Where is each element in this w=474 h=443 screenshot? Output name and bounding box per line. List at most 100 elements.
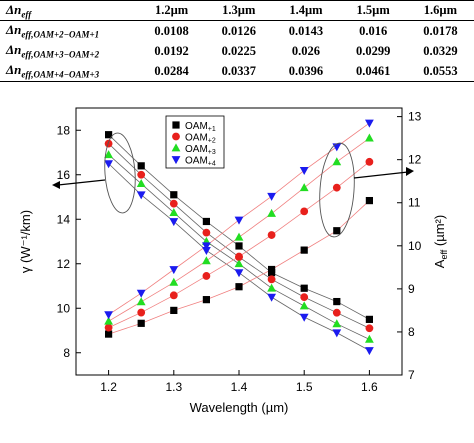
triangle-down-marker bbox=[299, 167, 309, 176]
table-cell: 0.0553 bbox=[406, 61, 474, 82]
col-header-0: 1.2µm bbox=[138, 0, 206, 21]
x-axis-label: Wavelength (µm) bbox=[190, 400, 289, 415]
x-tick-label: 1.5 bbox=[296, 380, 313, 394]
y-right-axis-label: Aeff (µm²) bbox=[432, 215, 449, 268]
legend-entry: OAM+2 bbox=[185, 133, 216, 145]
gamma-aeff-chart: 1.2 1.3 1.4 1.5 1.6 8 10 12 14 16 18 7 8 9 10 11 12 13 Wav… bbox=[18, 107, 449, 415]
triangle-up-marker bbox=[202, 256, 211, 265]
square-marker bbox=[300, 246, 308, 254]
square-marker bbox=[235, 283, 243, 291]
col-header-4: 1.6µm bbox=[406, 0, 474, 21]
circle-marker bbox=[172, 132, 180, 141]
y-right-tick-label: 8 bbox=[408, 325, 415, 339]
circle-marker bbox=[137, 308, 146, 317]
triangle-down-marker bbox=[234, 269, 244, 278]
row-label-main: Δn bbox=[6, 42, 22, 58]
square-marker bbox=[137, 162, 145, 170]
col-header-2: 1.4µm bbox=[272, 0, 340, 21]
row-label-main: Δn bbox=[6, 62, 22, 78]
right-arrow-head bbox=[406, 167, 414, 176]
circle-marker bbox=[202, 272, 211, 280]
triangle-up-marker bbox=[267, 208, 276, 217]
circle-marker bbox=[104, 323, 113, 332]
circle-marker bbox=[169, 199, 178, 208]
circle-marker bbox=[169, 291, 178, 300]
triangle-up-marker bbox=[332, 157, 342, 166]
square-marker bbox=[365, 315, 373, 323]
right-group-ellipse bbox=[319, 142, 355, 238]
triangle-up-marker bbox=[234, 259, 244, 268]
triangle-up-marker bbox=[169, 277, 179, 286]
triangle-down-marker bbox=[202, 242, 211, 251]
square-marker bbox=[105, 131, 113, 139]
y-left-tick-label: 12 bbox=[57, 257, 71, 271]
triangle-down-marker bbox=[267, 192, 276, 201]
y-left-tick-label: 10 bbox=[57, 301, 71, 315]
square-marker bbox=[268, 265, 276, 274]
legend-entry: OAM+4 bbox=[185, 156, 216, 168]
triangle-up-marker bbox=[365, 133, 374, 142]
x-tick-label: 1.4 bbox=[231, 380, 248, 394]
y-left-tick-label: 14 bbox=[57, 212, 71, 226]
table-cell: 0.0284 bbox=[138, 61, 206, 82]
table-header-row: Δneff 1.2µm 1.3µm 1.4µm 1.5µm 1.6µm bbox=[0, 0, 474, 21]
triangle-down-marker bbox=[299, 313, 309, 322]
square-marker bbox=[137, 319, 145, 327]
triangle-up-marker bbox=[365, 334, 374, 343]
triangle-up-marker bbox=[171, 143, 181, 152]
triangle-up-marker bbox=[104, 150, 113, 159]
circle-marker bbox=[365, 157, 374, 166]
gamma-series-line bbox=[108, 134, 370, 320]
table-row: Δneff,OAM+4−OAM+3 0.0284 0.0337 0.0396 0… bbox=[0, 61, 474, 82]
circle-marker bbox=[332, 308, 341, 317]
left-arrow-line bbox=[57, 179, 106, 186]
left-group-ellipse bbox=[104, 132, 136, 214]
x-tick-label: 1.6 bbox=[361, 380, 378, 394]
table-row: Δneff,OAM+2−OAM+1 0.0108 0.0126 0.0143 0… bbox=[0, 21, 474, 42]
y-right-tick-label: 12 bbox=[408, 153, 422, 167]
circle-marker bbox=[267, 275, 276, 284]
table-header-symbol: Δneff bbox=[0, 0, 138, 21]
table-cell: 0.0126 bbox=[221, 23, 256, 38]
circle-marker bbox=[365, 324, 374, 333]
legend-entry: OAM+1 bbox=[185, 121, 216, 133]
triangle-down-marker bbox=[332, 329, 342, 338]
triangle-up-marker bbox=[299, 301, 309, 310]
square-marker bbox=[105, 330, 113, 338]
table-cell: 0.0396 bbox=[272, 61, 340, 82]
table-cell: 0.0225 bbox=[221, 43, 256, 58]
row-label: Δneff,OAM+4−OAM+3 bbox=[0, 61, 138, 82]
table-cell: 0.0192 bbox=[154, 43, 189, 58]
triangle-up-marker bbox=[104, 316, 113, 325]
square-marker bbox=[202, 296, 210, 304]
square-marker bbox=[300, 284, 308, 292]
table-cell: 0.0178 bbox=[423, 23, 458, 38]
triangle-down-marker bbox=[365, 119, 374, 128]
row-label-sub: eff,OAM+3−OAM+2 bbox=[21, 49, 100, 60]
triangle-up-marker bbox=[299, 183, 309, 192]
triangle-up-marker bbox=[267, 283, 276, 292]
square-marker bbox=[170, 306, 178, 315]
plot-frame bbox=[75, 107, 403, 376]
y-left-tick-label: 16 bbox=[57, 168, 71, 182]
y-left-tick-label: 18 bbox=[57, 123, 71, 137]
square-marker bbox=[172, 121, 180, 129]
y-right-tick-label: 9 bbox=[408, 282, 415, 296]
row-label: Δneff,OAM+2−OAM+1 bbox=[0, 21, 138, 42]
legend-entry: OAM+3 bbox=[185, 144, 216, 156]
triangle-down-marker bbox=[171, 156, 181, 165]
y-left-tick-label: 8 bbox=[63, 346, 70, 360]
triangle-down-marker bbox=[104, 311, 113, 320]
col-header-3: 1.5µm bbox=[339, 0, 407, 21]
circle-marker bbox=[137, 170, 146, 179]
triangle-down-marker bbox=[104, 160, 113, 169]
row-label: Δneff,OAM+3−OAM+2 bbox=[0, 41, 138, 61]
y-right-tick-label: 7 bbox=[408, 368, 415, 382]
square-marker bbox=[365, 196, 373, 205]
y-right-tick-label: 11 bbox=[408, 196, 421, 210]
circle-marker bbox=[300, 207, 309, 216]
x-tick-label: 1.3 bbox=[165, 380, 182, 394]
square-marker bbox=[333, 297, 341, 306]
circle-marker bbox=[104, 139, 113, 148]
table-cell: 0.0329 bbox=[423, 43, 458, 58]
